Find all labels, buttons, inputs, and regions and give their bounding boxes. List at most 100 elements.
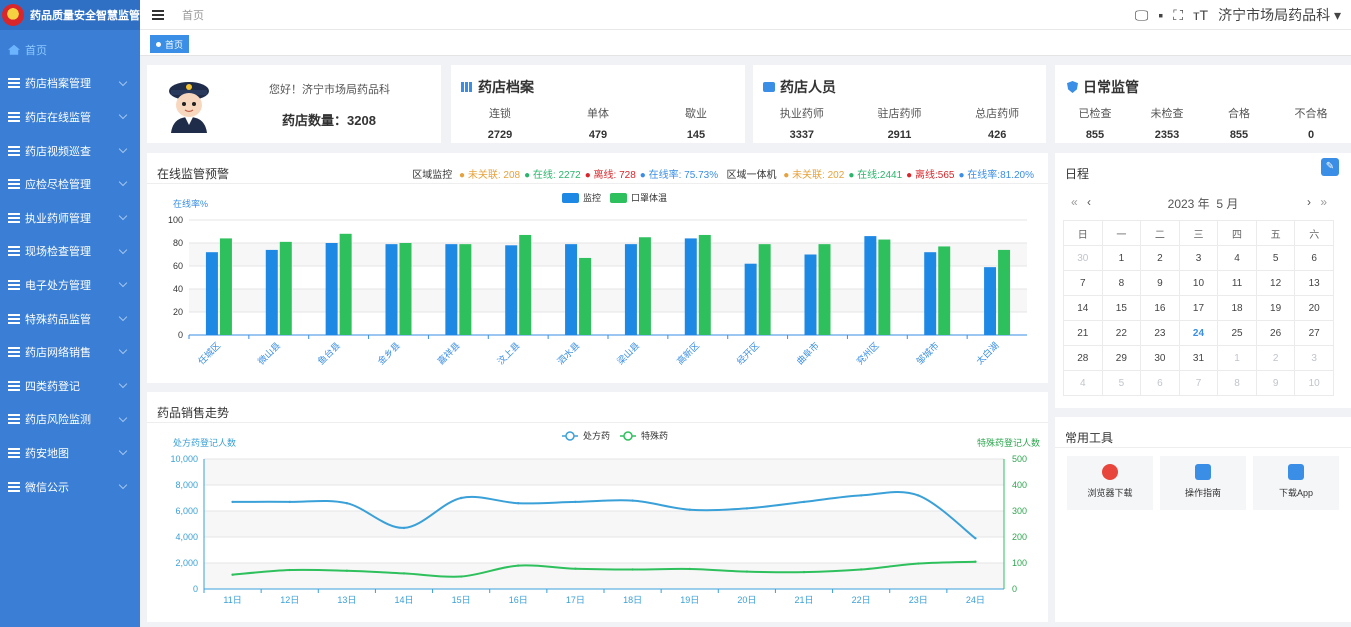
sidebar-item-12[interactable]: 药安地图	[0, 436, 140, 470]
screen-icon[interactable]: 🖵	[1134, 6, 1149, 23]
user-dropdown[interactable]: 济宁市场局药品科 ▾	[1218, 7, 1341, 23]
calendar-day[interactable]: 19	[1255, 295, 1296, 321]
archive-stats: 连锁 2729 单体 479 歇业 145	[451, 105, 745, 141]
archive-stat: 连锁 2729	[451, 105, 549, 141]
list-icon	[8, 414, 20, 425]
calendar-day[interactable]: 1	[1101, 245, 1142, 271]
prev-month-icon[interactable]: ‹	[1087, 195, 1091, 209]
edit-icon[interactable]: ✎	[1321, 158, 1339, 176]
calendar-day[interactable]: 6	[1140, 370, 1180, 396]
menu-toggle-icon[interactable]	[152, 9, 164, 20]
calendar-day[interactable]: 14	[1063, 295, 1103, 321]
sidebar-item-2[interactable]: 药店在线监管	[0, 100, 140, 134]
next-month-icon[interactable]: ›	[1307, 195, 1311, 209]
calendar-day[interactable]: 5	[1101, 370, 1142, 396]
calendar-day[interactable]: 13	[1294, 270, 1334, 296]
sidebar-item-9[interactable]: 药店网络销售	[0, 335, 140, 369]
chevron-down-icon	[118, 110, 128, 120]
calendar-day[interactable]: 3	[1178, 245, 1219, 271]
sidebar-item-8[interactable]: 特殊药品监管	[0, 302, 140, 336]
y-left-tick-label: 0	[193, 584, 198, 594]
calendar-day[interactable]: 15	[1101, 295, 1142, 321]
calendar-day[interactable]: 10	[1294, 370, 1334, 396]
sidebar-item-13[interactable]: 微信公示	[0, 470, 140, 504]
chevron-down-icon	[118, 480, 128, 489]
sidebar-item-label: 首页	[25, 44, 47, 57]
sidebar-item-6[interactable]: 现场检查管理	[0, 235, 140, 269]
calendar-day[interactable]: 30	[1140, 345, 1180, 371]
series-point	[802, 570, 806, 574]
tool-button-0[interactable]: 浏览器下载	[1067, 456, 1153, 510]
calendar-day[interactable]: 10	[1178, 270, 1219, 296]
message-icon[interactable]: ▪	[1158, 7, 1164, 23]
calendar-day[interactable]: 8	[1101, 270, 1142, 296]
archive-title: 药店档案	[461, 77, 534, 97]
calendar-day[interactable]: 26	[1255, 320, 1296, 346]
calendar-day[interactable]: 9	[1255, 370, 1296, 396]
app-title: 药品质量安全智慧监管	[30, 10, 140, 22]
sidebar-item-7[interactable]: 电子处方管理	[0, 268, 140, 302]
calendar-day[interactable]: 7	[1063, 270, 1103, 296]
calendar-day[interactable]: 28	[1063, 345, 1103, 371]
fullscreen-icon[interactable]: ⛶	[1173, 6, 1184, 23]
calendar-day[interactable]: 16	[1140, 295, 1180, 321]
calendar-day[interactable]: 29	[1101, 345, 1142, 371]
calendar-day[interactable]: 24	[1178, 320, 1219, 346]
calendar-day[interactable]: 31	[1178, 345, 1219, 371]
tool-button-1[interactable]: 操作指南	[1160, 456, 1246, 510]
calendar-day[interactable]: 4	[1063, 370, 1103, 396]
font-size-icon[interactable]: тT	[1193, 7, 1209, 23]
series-point	[345, 502, 349, 505]
calendar-day[interactable]: 23	[1140, 320, 1180, 346]
prev-year-icon[interactable]: «	[1071, 195, 1078, 209]
calendar-day[interactable]: 25	[1217, 320, 1257, 346]
calendar-day[interactable]: 1	[1217, 345, 1257, 371]
weekday-header: 五	[1255, 220, 1296, 246]
calendar-day[interactable]: 17	[1178, 295, 1219, 321]
grid-band	[204, 511, 1004, 537]
list-icon	[8, 347, 20, 358]
calendar-day[interactable]: 22	[1101, 320, 1142, 346]
x-tick-label: 曲阜市	[794, 340, 821, 367]
sidebar-item-3[interactable]: 药店视频巡查	[0, 134, 140, 168]
store-count-value: 3208	[347, 113, 376, 128]
calendar-day[interactable]: 27	[1294, 320, 1334, 346]
calendar-day[interactable]: 3	[1294, 345, 1334, 371]
calendar-day[interactable]: 12	[1255, 270, 1296, 296]
next-year-icon[interactable]: »	[1320, 195, 1327, 209]
calendar-day[interactable]: 5	[1255, 245, 1296, 271]
calendar-day[interactable]: 30	[1063, 245, 1103, 271]
sidebar-item-11[interactable]: 药店风险监测	[0, 403, 140, 437]
breadcrumb[interactable]: 首页	[182, 9, 204, 22]
calendar-day[interactable]: 7	[1178, 370, 1219, 396]
calendar-day[interactable]: 2	[1255, 345, 1296, 371]
sidebar-item-5[interactable]: 执业药师管理	[0, 201, 140, 235]
sidebar-item-10[interactable]: 四类药登记	[0, 369, 140, 403]
calendar-day[interactable]: 20	[1294, 295, 1334, 321]
schedule-title: 日程	[1065, 167, 1090, 181]
stat-value: 145	[686, 129, 706, 141]
calendar-day[interactable]: 11	[1217, 270, 1257, 296]
calendar-day[interactable]: 4	[1217, 245, 1257, 271]
tab-home[interactable]: 首页	[150, 35, 190, 53]
calendar-day[interactable]: 9	[1140, 270, 1180, 296]
calendar-day[interactable]: 2	[1140, 245, 1180, 271]
stat-label: 单体	[587, 108, 609, 120]
calendar-day[interactable]: 21	[1063, 320, 1103, 346]
sidebar-item-0[interactable]: 首页	[0, 33, 140, 67]
series-point	[231, 500, 234, 504]
sidebar-nav: 首页药店档案管理 药店在线监管 药店视频巡查 应检尽检管理 执业药师管理 现场检查管理 电子…	[0, 33, 140, 503]
calendar-day[interactable]: 18	[1217, 295, 1257, 321]
stat-label: 执业药师	[779, 108, 824, 120]
sidebar-item-1[interactable]: 药店档案管理	[0, 67, 140, 101]
list-icon	[8, 111, 20, 122]
calendar-day[interactable]: 8	[1217, 370, 1257, 396]
device-online-text: 在线:2441	[857, 170, 903, 181]
sidebar-item-label: 药安地图	[25, 447, 69, 460]
tool-button-2[interactable]: 下载App	[1253, 456, 1339, 510]
sidebar-item-label: 四类药登记	[25, 380, 80, 393]
doc-icon	[1195, 464, 1211, 480]
calendar-day[interactable]: 6	[1294, 245, 1334, 271]
legend-label: 处方药	[583, 430, 610, 441]
sidebar-item-4[interactable]: 应检尽检管理	[0, 167, 140, 201]
